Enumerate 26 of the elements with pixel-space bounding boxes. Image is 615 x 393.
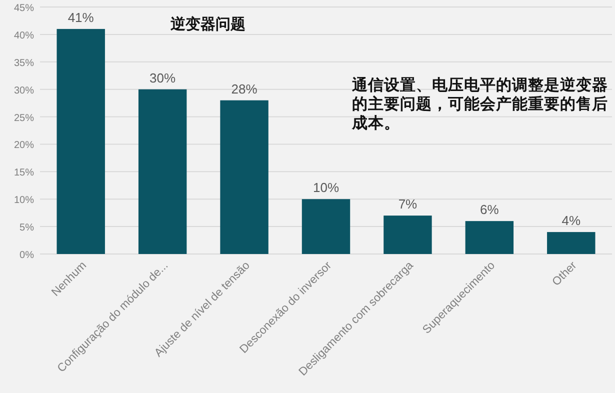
- data-label: 41%: [68, 10, 94, 25]
- bar: [220, 100, 268, 254]
- data-label: 4%: [562, 213, 581, 228]
- y-tick-label: 30%: [14, 85, 34, 96]
- data-label: 6%: [480, 202, 500, 218]
- bar: [138, 89, 187, 254]
- y-tick-label: 10%: [14, 195, 34, 206]
- bar: [384, 216, 432, 254]
- y-tick-label: 45%: [14, 3, 34, 14]
- annotation: 通信设置、电压电平的调整是逆变器的主要问题，可能会产能重要的售后成本。: [352, 76, 609, 133]
- y-tick-label: 0%: [20, 250, 34, 261]
- bar: [302, 199, 350, 254]
- text: 逆变器问题: [170, 15, 246, 33]
- y-tick-label: 25%: [14, 112, 34, 124]
- data-label: 30%: [150, 70, 176, 86]
- bar: [547, 232, 596, 254]
- y-tick-label: 15%: [14, 168, 34, 179]
- y-tick-label: 35%: [14, 58, 34, 69]
- data-label: 10%: [312, 180, 340, 196]
- data-label: 7%: [398, 196, 418, 212]
- y-tick-label: 20%: [14, 140, 34, 152]
- bar: [465, 221, 514, 254]
- y-tick-label: 5%: [20, 222, 34, 234]
- bar: [56, 28, 105, 254]
- y-tick-label: 40%: [14, 30, 34, 42]
- data-label: 28%: [231, 81, 258, 96]
